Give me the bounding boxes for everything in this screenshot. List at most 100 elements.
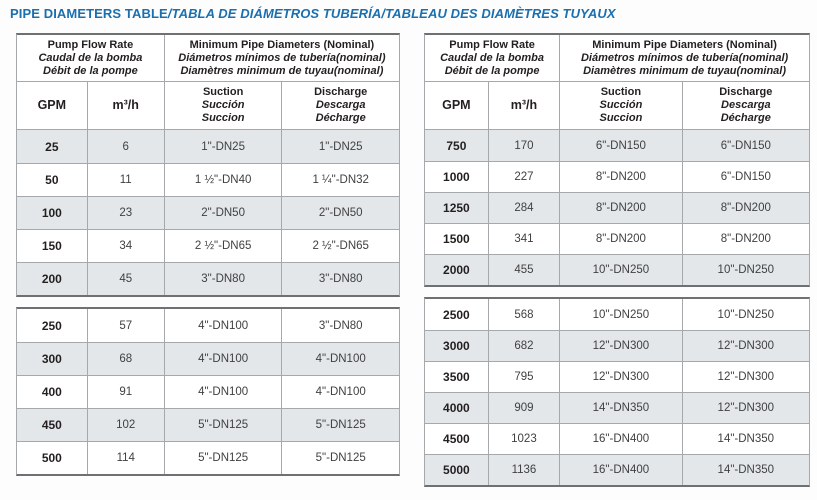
table-header-column-row: GPM m³/h Suction Succión Succion Dischar… xyxy=(17,82,399,129)
cell-discharge: 10"-DN250 xyxy=(717,264,775,276)
column-header-discharge-es: Descarga xyxy=(721,99,771,111)
column-header-suction-en: Suction xyxy=(600,86,642,98)
cell-gpm: 100 xyxy=(17,197,88,229)
column-header-discharge-fr: Décharge xyxy=(315,112,366,124)
cell-m3h: 1136 xyxy=(489,455,561,485)
cell-suction: 4"-DN100 xyxy=(165,309,283,342)
table-row: 500 114 5"-DN125 5"-DN125 xyxy=(17,441,399,474)
table-row: 25 6 1"-DN25 1"-DN25 xyxy=(17,130,399,163)
column-header-suction-es: Succión xyxy=(599,99,643,111)
cell-suction: 8"-DN200 xyxy=(560,162,683,192)
cell-discharge: 10"-DN250 xyxy=(717,308,775,321)
column-header-suction: Suction Succión Succion xyxy=(560,82,683,129)
cell-m3h: 909 xyxy=(489,393,561,423)
cell-discharge: 12"-DN300 xyxy=(717,371,775,383)
header-min-pipe-diameters-fr: Diamètres minimum de tuyau(nominal) xyxy=(583,64,787,77)
table-header-group-row: Pump Flow Rate Caudal de la bomba Débit … xyxy=(425,35,809,82)
table-section: 750 170 6"-DN150 6"-DN150 1000 227 8"-DN200 6"-… xyxy=(424,130,810,287)
page-title-en: PIPE DIAMETERS TABLE xyxy=(10,6,168,21)
cell-m3h: 102 xyxy=(88,409,165,441)
cell-gpm: 450 xyxy=(17,409,88,441)
table-row: 2000 455 10"-DN250 10"-DN250 xyxy=(425,254,809,285)
cell-discharge: 5"-DN125 xyxy=(315,452,366,464)
cell-suction: 8"-DN200 xyxy=(560,224,683,254)
cell-gpm: 2000 xyxy=(425,255,489,285)
cell-m3h: 170 xyxy=(489,130,561,161)
cell-m3h: 795 xyxy=(489,362,561,392)
table-row: 250 57 4"-DN100 3"-DN80 xyxy=(17,309,399,342)
table-row: 1500 341 8"-DN200 8"-DN200 xyxy=(425,223,809,254)
header-pump-flow-rate-es: Caudal de la bomba xyxy=(38,51,143,64)
cell-suction: 1 ½"-DN40 xyxy=(165,164,283,196)
cell-gpm: 25 xyxy=(17,130,88,163)
table-row: 3500 795 12"-DN300 12"-DN300 xyxy=(425,361,809,392)
cell-discharge: 5"-DN125 xyxy=(315,419,366,431)
page-title-fr: TABLEAU DES DIAMÈTRES TUYAUX xyxy=(385,6,616,21)
cell-gpm: 2500 xyxy=(425,299,489,330)
cell-m3h: 11 xyxy=(88,164,165,196)
table-row: 3000 682 12"-DN300 12"-DN300 xyxy=(425,330,809,361)
column-header-m3h: m³/h xyxy=(88,82,165,129)
cell-suction: 4"-DN100 xyxy=(165,343,283,375)
header-min-pipe-diameters-es: Diámetros mínimos de tubería(nominal) xyxy=(178,51,386,64)
header-pump-flow-rate: Pump Flow Rate Caudal de la bomba Débit … xyxy=(17,35,165,81)
header-pump-flow-rate-en: Pump Flow Rate xyxy=(449,38,535,51)
cell-discharge: 8"-DN200 xyxy=(720,202,771,214)
cell-suction: 12"-DN300 xyxy=(560,362,683,392)
table-row: 400 91 4"-DN100 4"-DN100 xyxy=(17,375,399,408)
header-min-pipe-diameters-es: Diámetros mínimos de tubería(nominal) xyxy=(580,51,789,64)
cell-gpm: 4000 xyxy=(425,393,489,423)
cell-gpm: 1500 xyxy=(425,224,489,254)
cell-discharge: 1 ¼"-DN32 xyxy=(312,174,369,186)
cell-gpm: 3000 xyxy=(425,331,489,361)
header-pump-flow-rate-en: Pump Flow Rate xyxy=(47,38,134,51)
cell-discharge: 4"-DN100 xyxy=(315,353,366,365)
cell-gpm: 50 xyxy=(17,164,88,196)
cell-suction: 4"-DN100 xyxy=(165,376,283,408)
cell-suction: 5"-DN125 xyxy=(165,442,283,474)
cell-suction: 10"-DN250 xyxy=(560,299,683,330)
table-header-group-row: Pump Flow Rate Caudal de la bomba Débit … xyxy=(17,35,399,82)
cell-gpm: 750 xyxy=(425,130,489,161)
cell-discharge: 2 ½"-DN65 xyxy=(312,240,369,252)
cell-discharge: 3"-DN80 xyxy=(318,319,363,332)
column-header-discharge-en: Discharge xyxy=(719,86,773,98)
cell-suction: 12"-DN300 xyxy=(560,331,683,361)
cell-suction: 2 ½"-DN65 xyxy=(165,230,283,262)
cell-gpm: 500 xyxy=(17,442,88,474)
cell-gpm: 3500 xyxy=(425,362,489,392)
table-header-column-row: GPM m³/h Suction Succión Succion Dischar… xyxy=(425,82,809,129)
cell-gpm: 250 xyxy=(17,309,88,342)
cell-m3h: 45 xyxy=(88,263,165,295)
cell-m3h: 114 xyxy=(88,442,165,474)
cell-m3h: 568 xyxy=(489,299,561,330)
cell-discharge: 8"-DN200 xyxy=(720,233,771,245)
header-pump-flow-rate: Pump Flow Rate Caudal de la bomba Débit … xyxy=(425,35,561,81)
cell-gpm: 1000 xyxy=(425,162,489,192)
column-header-suction-es: Succión xyxy=(201,99,245,111)
table-row: 150 34 2 ½"-DN65 2 ½"-DN65 xyxy=(17,229,399,262)
cell-discharge: 12"-DN300 xyxy=(717,402,775,414)
table-header: Pump Flow Rate Caudal de la bomba Débit … xyxy=(16,33,400,130)
column-header-m3h: m³/h xyxy=(489,82,561,129)
cell-suction: 3"-DN80 xyxy=(165,263,283,295)
table-section: 25 6 1"-DN25 1"-DN25 50 11 1 ½"-DN40 1 ¼"-DN32 1… xyxy=(16,130,400,297)
cell-m3h: 91 xyxy=(88,376,165,408)
cell-discharge: 6"-DN150 xyxy=(720,171,771,183)
cell-discharge: 3"-DN80 xyxy=(318,273,363,285)
cell-gpm: 5000 xyxy=(425,455,489,485)
column-header-discharge-es: Descarga xyxy=(315,99,366,111)
table-row: 50 11 1 ½"-DN40 1 ¼"-DN32 xyxy=(17,163,399,196)
table-row: 1000 227 8"-DN200 6"-DN150 xyxy=(425,161,809,192)
cell-m3h: 34 xyxy=(88,230,165,262)
cell-m3h: 682 xyxy=(489,331,561,361)
page-title: PIPE DIAMETERS TABLE/TABLA DE DIÁMETROS … xyxy=(10,6,616,21)
pipe-diameters-table-high-flow: Pump Flow Rate Caudal de la bomba Débit … xyxy=(424,33,810,487)
table-row: 4500 1023 16"-DN400 14"-DN350 xyxy=(425,423,809,454)
cell-gpm: 200 xyxy=(17,263,88,295)
cell-suction: 14"-DN350 xyxy=(560,393,683,423)
header-pump-flow-rate-fr: Débit de la pompe xyxy=(444,64,540,77)
cell-m3h: 6 xyxy=(88,130,165,163)
table-row: 5000 1136 16"-DN400 14"-DN350 xyxy=(425,454,809,485)
cell-suction: 10"-DN250 xyxy=(560,255,683,285)
